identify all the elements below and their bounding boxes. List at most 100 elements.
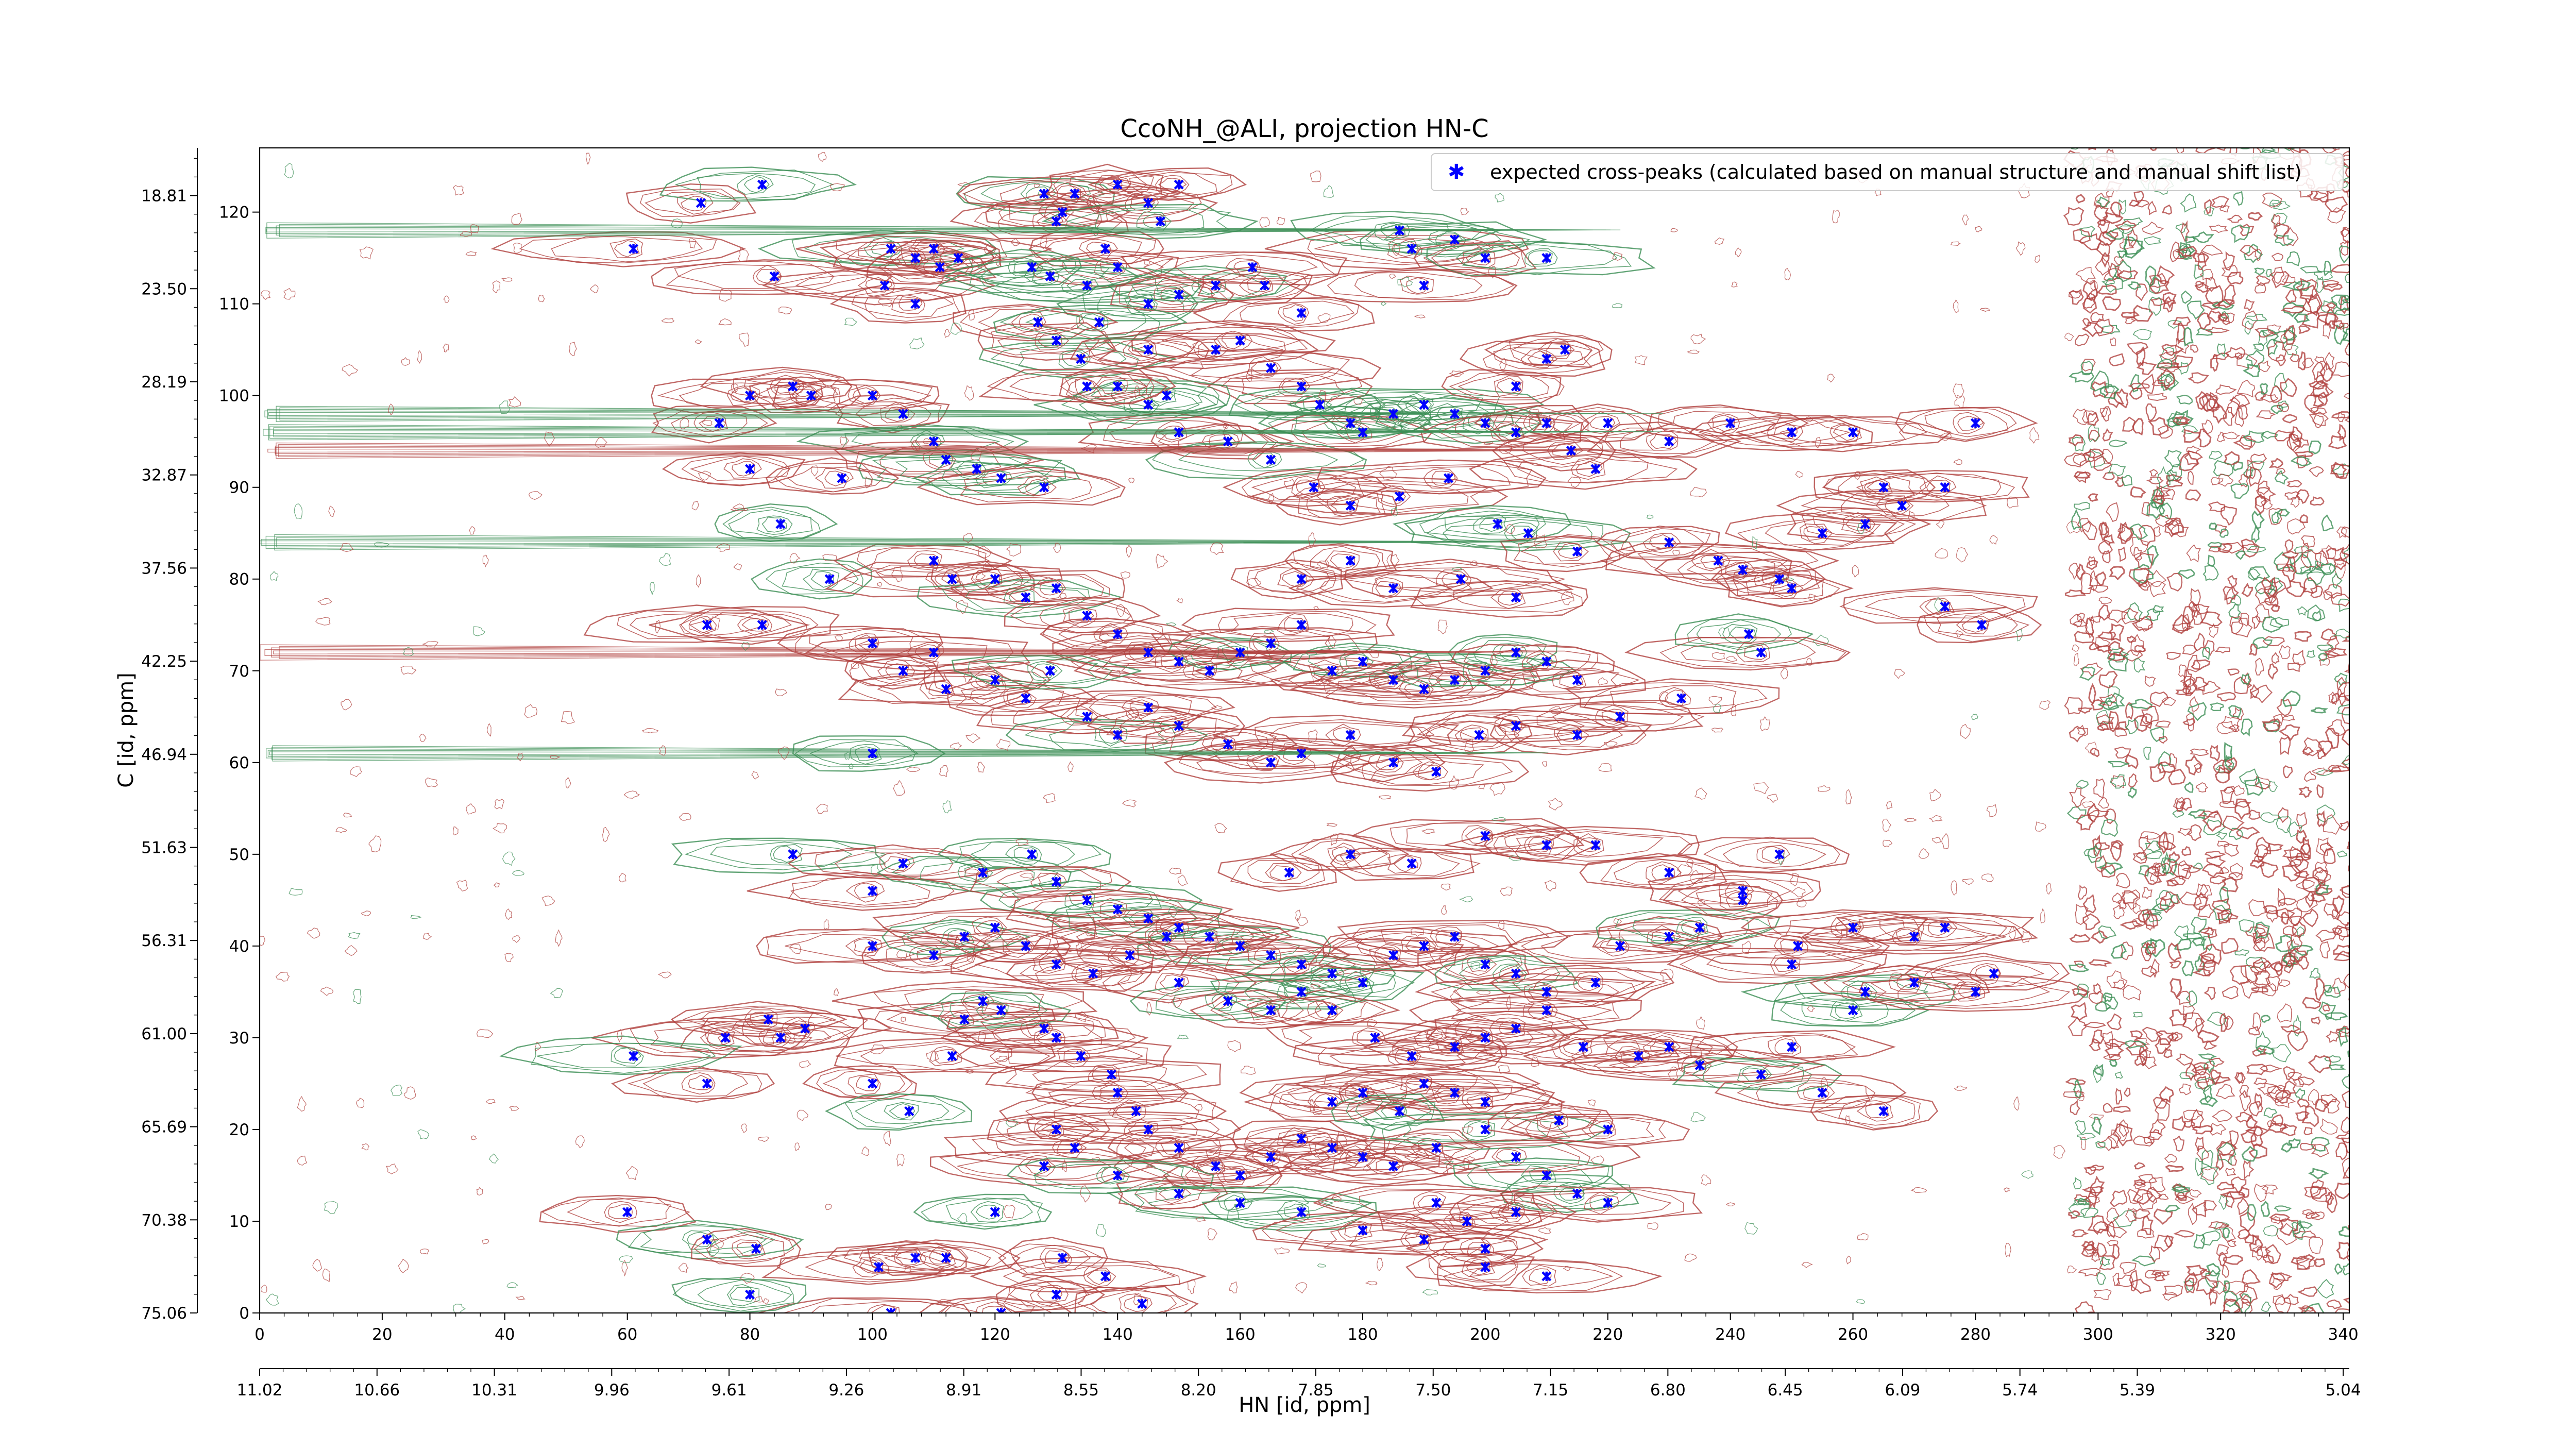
y2-tick-label: 75.06 [141,1304,187,1323]
edge-noise-contour [2253,933,2275,952]
noise-contour [964,868,979,874]
peak-contour [1444,510,1540,536]
edge-noise-contour [2203,1200,2217,1212]
peak-contour [1956,615,1990,635]
peak-contour [697,173,816,199]
peak-contour [859,1246,952,1273]
edge-noise-contour [2088,424,2099,443]
peak-contour [949,569,1125,606]
peak-contour [1489,964,1675,1003]
edge-noise-contour [2269,385,2282,403]
noise-contour [1971,714,1978,720]
edge-noise-contour [2230,224,2250,243]
edge-noise-contour [2075,267,2096,282]
edge-noise-contour [2181,846,2192,856]
edge-noise-contour [2090,615,2102,623]
noise-contour [757,1136,769,1142]
noise-contour [585,153,591,165]
peak-contour [1225,258,1261,278]
cross-peak-marker [1480,831,1490,841]
edge-noise-contour [2339,820,2349,831]
edge-noise-contour [2291,1254,2315,1270]
noise-contour [1062,1159,1067,1172]
noise-contour [944,329,951,338]
streak-contour [267,750,1490,757]
peak-contour [1345,1084,1369,1101]
peak-contour [970,841,1075,868]
cross-peak-marker [1143,198,1154,208]
peak-contour [1586,422,1741,459]
peak-contour [977,322,1117,361]
edge-noise-contour [2167,942,2182,962]
peak-contour [732,1239,766,1259]
noise-contour [937,1299,952,1305]
peak-contour [741,618,769,632]
edge-noise-contour [2068,963,2090,972]
peak-contour [1683,931,1883,961]
edge-noise-contour [2311,1211,2325,1221]
noise-contour [1731,281,1738,288]
edge-noise-contour [2211,898,2230,912]
edge-noise-contour [2300,836,2311,856]
peak-contour [1866,473,2002,501]
edge-noise-contour [2265,975,2281,992]
peak-contour [1686,557,1775,582]
peak-contour [1409,989,1642,1030]
edge-noise-contour [2340,1116,2349,1133]
edge-noise-contour [2222,1299,2241,1313]
edge-noise-contour [2164,1153,2177,1164]
peak-contour [1581,1120,1616,1139]
edge-noise-contour [2177,569,2195,580]
peak-contour [1330,753,1530,792]
edge-noise-contour [2335,1132,2349,1143]
edge-noise-contour [2346,1246,2349,1263]
peak-contour [885,407,910,422]
edge-noise-contour [2136,283,2148,301]
peak-contour [1875,495,1914,516]
edge-noise-contour [2077,1198,2087,1205]
noise-contour [1975,226,1982,232]
edge-noise-contour [2179,891,2202,906]
cross-peak-marker [928,555,939,566]
peak-contour [1075,693,1217,722]
noise-contour [1090,197,1103,214]
peak-contour [912,991,1072,1029]
edge-noise-contour [2118,199,2127,215]
x2-tick-label: 11.02 [237,1381,283,1400]
edge-noise-contour [2082,1022,2106,1029]
edge-noise-contour [2095,1141,2106,1149]
noise-contour [2021,1170,2033,1179]
y-tick-label: 90 [229,479,249,497]
edge-noise-contour [2105,1225,2127,1239]
peak-contour [1360,221,1548,256]
peak-contour [852,1256,889,1278]
peak-contour [1835,1002,1859,1019]
peak-contour [782,1298,983,1313]
edge-noise-contour [2127,228,2138,247]
cross-peak-marker [1848,1005,1858,1016]
edge-noise-contour [2090,930,2109,944]
cross-peak-marker [928,436,939,447]
cross-peak-marker [1541,987,1552,997]
edge-noise-contour [2325,728,2340,749]
noise-contour [513,243,522,254]
cross-peak-marker [1394,225,1404,235]
cross-peak-marker [744,391,755,401]
cross-peak-marker [1541,253,1552,263]
edge-noise-contour [2145,1270,2161,1279]
peak-contour [1417,1194,1445,1211]
noise-contour [466,803,476,815]
peak-contour [1009,1243,1104,1274]
edge-noise-contour [2109,353,2125,366]
noise-contour [1531,1056,1539,1067]
noise-contour [534,1042,541,1052]
noise-contour [822,553,837,562]
peak-contour [1500,1103,1602,1137]
peak-contour [1413,240,1537,278]
peak-contour [1009,374,1148,398]
x-tick-label: 120 [980,1325,1010,1344]
noise-contour [1210,705,1223,710]
noise-contour [1323,185,1334,198]
edge-noise-contour [2136,361,2157,375]
peak-contour [1283,617,1309,633]
